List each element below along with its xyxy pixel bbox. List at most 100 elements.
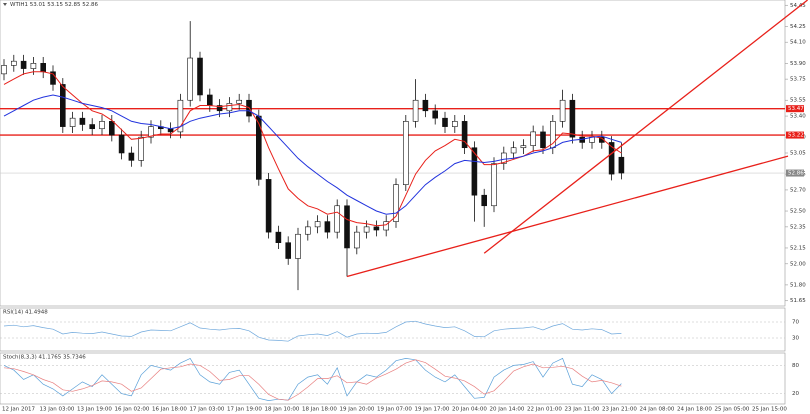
candle-body [471,147,478,196]
level-label: 53.22 [788,133,804,139]
x-tick-label: 13 Jan 03:00 [40,407,75,413]
stoch-title: Stoch(8,3,3) 41.1765 35.7346 [3,355,86,361]
y-tick-label: 54.25 [790,24,806,30]
y-tick-label: 30 [792,336,799,342]
candle-body [530,131,537,146]
candle-body [324,221,331,233]
candle-body [344,205,350,249]
candle-body [30,63,37,69]
chart-title: WTIH1 53.01 53.15 52.85 52.86 [10,2,99,8]
x-tick-label: 16 Jan 18:00 [152,407,187,413]
candle-body [59,84,66,127]
candle-body [569,99,576,138]
candle-body [187,57,193,101]
candle-body [363,226,370,233]
y-tick-label: 53.55 [790,98,806,104]
candle-body [207,94,213,106]
candle-body [402,121,409,185]
candle-body [412,99,419,122]
y-tick-label: 52.15 [790,245,806,251]
y-tick-label: 52.50 [790,209,806,215]
y-tick-label: 20 [792,391,799,397]
candle-body [109,121,115,136]
stoch-pane [0,352,786,405]
level-label: 53.47 [788,106,804,112]
candle-body [1,65,7,75]
x-tick-label: 22 Jan 01:00 [527,407,562,413]
trendline [483,0,809,254]
x-tick-label: 17 Jan 03:00 [190,407,225,413]
x-tick-label: 23 Jan 21:00 [602,407,637,413]
y-tick-label: 53.05 [790,151,806,157]
candle-body [432,110,439,119]
x-tick-label: 20 Jan 14:00 [490,407,525,413]
y-tick-label: 53.90 [790,61,806,67]
candle-body [285,242,292,259]
candle-body [265,179,272,233]
x-tick-label: 17 Jan 19:00 [227,407,262,413]
y-tick-label: 54.10 [790,40,806,46]
candle-body [236,99,242,104]
candle-body [255,115,262,180]
y-tick-label: 54.45 [790,3,806,9]
y-tick-label: 52.35 [790,224,806,230]
candle-body [20,60,27,69]
candle-body [608,142,615,175]
x-tick-label: 12 Jan 2017 [2,407,35,413]
level-box [786,105,804,113]
candle-body [618,156,625,174]
candle-body [540,131,546,149]
x-tick-label: 24 Jan 08:00 [640,407,675,413]
candle-body [118,134,125,154]
candle-body [314,221,321,228]
x-tick-label: 24 Jan 18:00 [677,407,712,413]
candle-body [40,63,47,73]
candle-body [226,103,233,112]
x-tick-label: 25 Jan 15:00 [752,407,787,413]
trendline [346,155,789,278]
candle-body [148,126,154,138]
rsi-pane [0,307,786,352]
moving-average [3,94,622,215]
stoch-line [3,359,622,401]
candle-body [373,226,380,231]
candle-body [491,163,497,207]
y-tick-label: 53.40 [790,114,806,120]
x-tick-label: 16 Jan 02:00 [115,407,150,413]
x-tick-label: 25 Jan 05:00 [715,407,750,413]
candle-body [11,60,17,66]
y-tick-label: 53.75 [790,77,806,83]
y-tick-label: 80 [792,363,799,369]
candle-body [197,57,203,96]
candle-body [353,231,360,249]
x-tick-label: 20 Jan 04:00 [452,407,487,413]
candle-body [442,117,448,127]
candle-body [216,105,223,112]
candle-body [461,121,468,149]
candle-body [559,99,566,122]
rsi-title: RSI(14) 41.4948 [3,310,48,316]
y-tick-label: 51.65 [790,298,806,304]
candle-body [275,231,282,243]
candle-body [177,99,184,133]
candle-body [510,147,517,154]
stoch-line [3,357,622,401]
y-tick-label: 51.80 [790,282,806,288]
menu-icon [3,3,7,6]
x-tick-label: 19 Jan 07:00 [377,407,412,413]
candle-body [383,221,390,231]
candle-body [138,136,144,161]
candle-body [481,194,488,207]
x-tick-label: 19 Jan 20:00 [340,407,375,413]
candle-body [295,233,301,259]
y-tick-label: 52.70 [790,187,806,193]
rsi-line [3,320,622,342]
price-box [786,169,804,177]
candle-body [304,226,311,235]
x-tick-label: 18 Jan 10:00 [265,407,300,413]
x-tick-label: 19 Jan 17:00 [415,407,450,413]
x-tick-label: 13 Jan 19:00 [77,407,112,413]
candle-body [520,145,527,149]
x-tick-label: 18 Jan 18:00 [302,407,337,413]
